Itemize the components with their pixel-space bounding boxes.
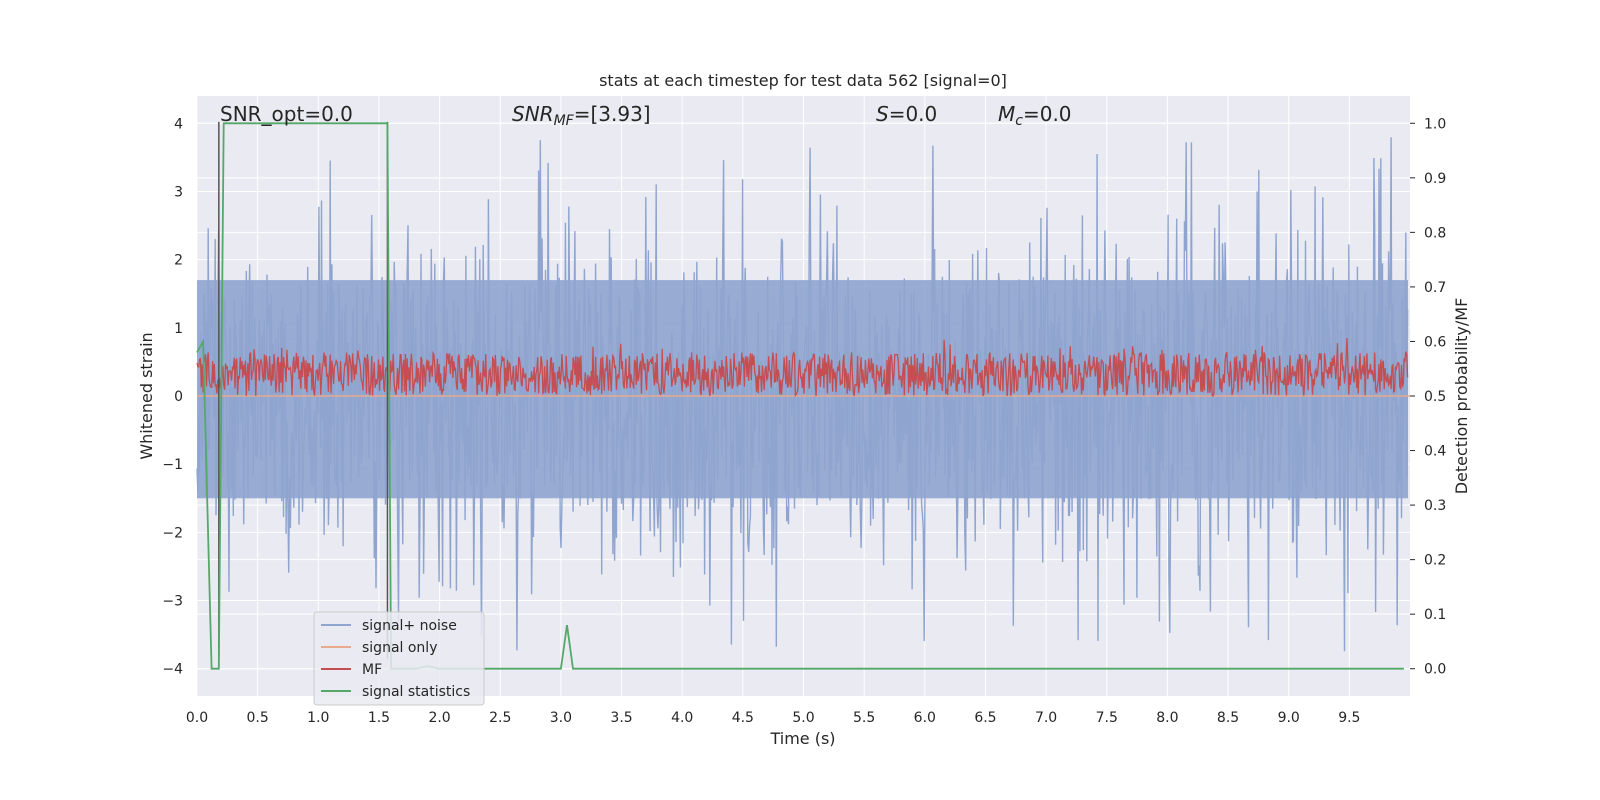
x-tick-label-12: 6.0 bbox=[914, 710, 936, 726]
annotation-mc-subscript: c bbox=[1015, 113, 1023, 129]
y-right-tick-label-9: 0.9 bbox=[1424, 171, 1446, 187]
y-left-axis-label: Whitened strain bbox=[137, 332, 156, 459]
y-right-axis-label: Detection probability/MF bbox=[1452, 298, 1471, 495]
y-right-tick-label-0: 0.0 bbox=[1424, 662, 1446, 678]
legend: signal+ noise signal only MF signal stat… bbox=[313, 611, 485, 706]
y-left-tick-label-8: 4 bbox=[174, 116, 183, 132]
y-left-tick-label-4: 0 bbox=[174, 389, 183, 405]
y-right-tick-label-5: 0.5 bbox=[1424, 389, 1446, 405]
x-tick-label-17: 8.5 bbox=[1217, 710, 1239, 726]
legend-label-signal-statistics: signal statistics bbox=[362, 684, 470, 700]
x-tick-label-0: 0.0 bbox=[186, 710, 208, 726]
x-tick-label-8: 4.0 bbox=[671, 710, 693, 726]
annotation-snr-mf-value: =[3.93] bbox=[574, 102, 651, 126]
annotation-s-value: =0.0 bbox=[889, 102, 938, 126]
x-tick-label-10: 5.0 bbox=[792, 710, 814, 726]
y-right-tick-label-1: 0.1 bbox=[1424, 607, 1446, 623]
x-tick-label-11: 5.5 bbox=[853, 710, 875, 726]
y-right-tick-label-6: 0.6 bbox=[1424, 334, 1446, 350]
chart-title: stats at each timestep for test data 562… bbox=[599, 71, 1007, 90]
x-tick-label-14: 7.0 bbox=[1035, 710, 1057, 726]
x-tick-label-7: 3.5 bbox=[610, 710, 632, 726]
y-right-tick-label-8: 0.8 bbox=[1424, 225, 1446, 241]
y-left-tick-label-6: 2 bbox=[174, 253, 183, 269]
annotation-mc-symbol: M bbox=[998, 102, 1015, 126]
legend-label-signal-only: signal only bbox=[362, 640, 437, 656]
series-mf bbox=[196, 337, 1409, 398]
y-left-tick-labels: −4 −3 −2 −1 0 1 2 3 4 bbox=[162, 116, 183, 677]
y-left-tick-label-2: −2 bbox=[162, 525, 183, 541]
x-tick-label-9: 4.5 bbox=[732, 710, 754, 726]
y-right-tick-label-2: 0.2 bbox=[1424, 553, 1446, 569]
y-left-tick-label-1: −3 bbox=[162, 594, 183, 610]
series-signal-noise bbox=[196, 137, 1409, 652]
annotation-snr-mf-subscript: MF bbox=[554, 113, 575, 129]
x-tick-label-2: 1.0 bbox=[307, 710, 329, 726]
annotation-snr-mf-symbol: SNR bbox=[512, 102, 554, 126]
series-layer bbox=[196, 137, 1410, 652]
y-left-tick-label-5: 1 bbox=[174, 321, 183, 337]
y-left-tick-label-0: −4 bbox=[162, 662, 183, 678]
legend-box bbox=[313, 611, 485, 706]
x-tick-label-16: 8.0 bbox=[1156, 710, 1178, 726]
y-right-tick-label-4: 0.4 bbox=[1424, 444, 1446, 460]
x-tick-label-13: 6.5 bbox=[974, 710, 996, 726]
y-right-tick-labels: 0.0 0.1 0.2 0.3 0.4 0.5 0.6 0.7 0.8 0.9 1.0 bbox=[1410, 116, 1446, 678]
x-axis-label: Time (s) bbox=[769, 729, 835, 748]
x-tick-labels: 0.0 0.5 1.0 1.5 2.0 2.5 3.0 3.5 4.0 4.5 5.0 5.5 6.0 6… bbox=[186, 710, 1361, 726]
y-right-tick-label-3: 0.3 bbox=[1424, 498, 1446, 514]
annotation-s-symbol: S bbox=[876, 102, 889, 126]
y-right-tick-label-7: 0.7 bbox=[1424, 280, 1446, 296]
annotation-mc-value: =0.0 bbox=[1023, 102, 1072, 126]
legend-label-mf: MF bbox=[362, 662, 382, 678]
x-tick-label-19: 9.5 bbox=[1338, 710, 1360, 726]
x-tick-label-18: 9.0 bbox=[1278, 710, 1300, 726]
annotation-snr-mf: SNRMF=[3.93] bbox=[512, 102, 651, 129]
annotation-s: S=0.0 bbox=[876, 102, 937, 126]
legend-label-signal-noise: signal+ noise bbox=[362, 618, 457, 634]
x-tick-label-3: 1.5 bbox=[368, 710, 390, 726]
y-right-tick-label-10: 1.0 bbox=[1424, 116, 1446, 132]
annotation-mc: Mc=0.0 bbox=[998, 102, 1072, 129]
x-tick-label-6: 3.0 bbox=[550, 710, 572, 726]
y-left-tick-label-3: −1 bbox=[162, 457, 183, 473]
x-tick-label-1: 0.5 bbox=[247, 710, 269, 726]
y-left-tick-label-7: 3 bbox=[174, 184, 183, 200]
x-tick-label-15: 7.5 bbox=[1096, 710, 1118, 726]
annotation-snr-opt: SNR_opt=0.0 bbox=[220, 102, 353, 126]
x-tick-label-5: 2.5 bbox=[489, 710, 511, 726]
x-tick-label-4: 2.0 bbox=[428, 710, 450, 726]
